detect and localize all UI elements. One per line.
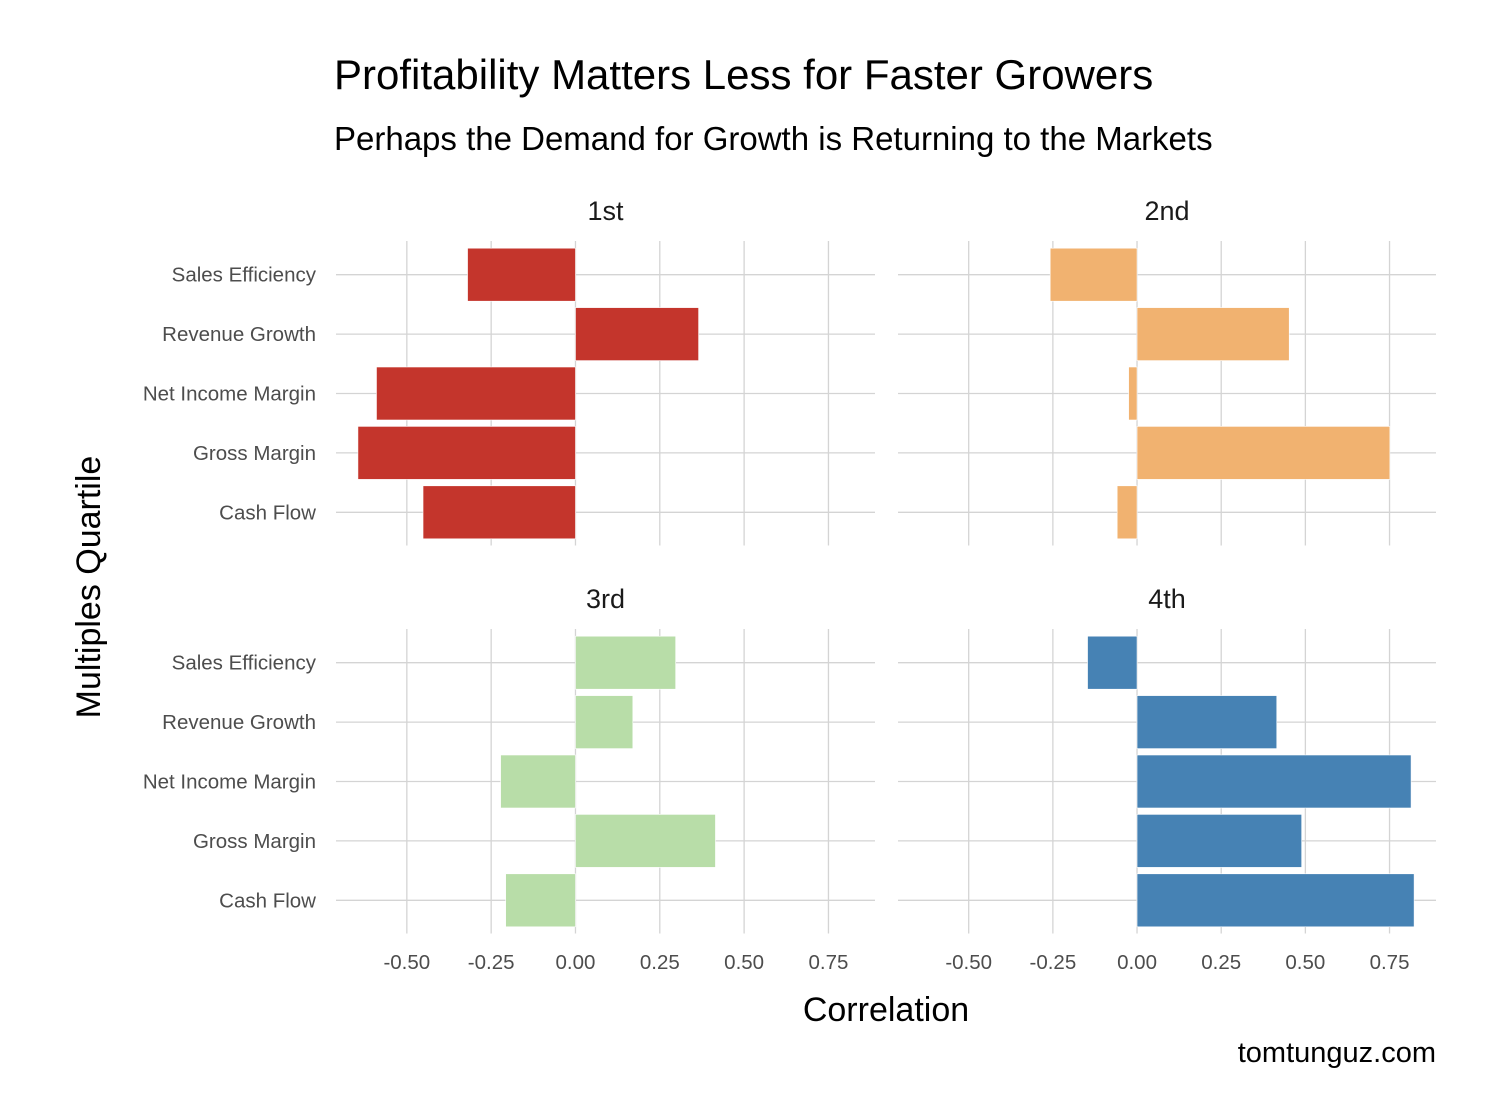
bar-revenue-growth [575,695,634,749]
bar-sales-efficiency [575,635,676,690]
x-tick-label: 0.75 [1370,951,1410,974]
facet-panel-1st: 1st Sales Efficiency Revenue Growth Net Inc… [143,196,875,546]
facet-strip-label: 2nd [1144,196,1189,226]
y-tick-label: Revenue Growth [162,323,316,346]
bar-cash-flow [1116,485,1138,540]
bar-net-income-margin [1136,754,1412,809]
x-tick-label: 0.25 [1201,951,1241,974]
x-tick-label: -0.25 [1030,951,1077,974]
x-tick-label: -0.50 [383,951,430,974]
y-tick-label: Sales Efficiency [172,264,317,287]
x-tick-label: -0.25 [468,951,515,974]
bar-cash-flow [505,873,576,928]
facet-panel-3rd: 3rd Sales Efficiency Revenue Growth Net Inc… [143,584,875,974]
x-tick-label: 0.50 [1285,951,1325,974]
bar-sales-efficiency [467,247,576,302]
facet-panel-4th: 4th -0.50 -0.25 0.00 0.25 0.50 0.75 [898,584,1436,974]
facet-strip-label: 3rd [586,584,625,614]
x-tick-label: 0.00 [556,951,596,974]
bar-revenue-growth [1136,695,1278,749]
chart-subtitle: Perhaps the Demand for Growth is Returni… [334,120,1213,157]
bar-gross-margin [1136,426,1391,480]
bar-sales-efficiency [1087,635,1138,690]
facet-strip-label: 4th [1148,584,1186,614]
y-tick-label: Gross Margin [193,830,316,853]
bar-revenue-growth [1136,307,1290,361]
y-tick-label: Cash Flow [219,501,316,524]
x-axis-title: Correlation [803,991,969,1029]
y-tick-label: Net Income Margin [143,771,316,794]
x-tick-label: -0.50 [945,951,992,974]
y-tick-label: Cash Flow [219,889,316,912]
chart-title: Profitability Matters Less for Faster Gr… [334,51,1153,98]
y-tick-label: Sales Efficiency [172,652,317,675]
bar-gross-margin [1136,814,1302,868]
bar-cash-flow [1136,873,1415,928]
bar-cash-flow [422,485,576,540]
bar-sales-efficiency [1049,247,1138,302]
bar-gross-margin [575,814,716,868]
bar-net-income-margin [500,754,576,809]
bar-revenue-growth [575,307,699,361]
x-tick-label: 0.25 [640,951,680,974]
y-tick-label: Gross Margin [193,442,316,465]
bar-net-income-margin [376,366,576,421]
chart-caption: tomtunguz.com [1238,1037,1436,1069]
facet-strip-label: 1st [587,196,624,226]
bar-gross-margin [357,426,576,480]
x-tick-label: 0.00 [1117,951,1157,974]
facet-panel-2nd: 2nd [898,196,1436,546]
y-tick-label: Revenue Growth [162,711,316,734]
y-tick-label: Net Income Margin [143,383,316,406]
facet-panels: 1st Sales Efficiency Revenue Growth Net Inc… [143,196,1436,974]
y-axis-title: Multiples Quartile [70,456,108,719]
x-tick-label: 0.75 [808,951,848,974]
bar-net-income-margin [1128,366,1138,421]
x-tick-label: 0.50 [724,951,764,974]
